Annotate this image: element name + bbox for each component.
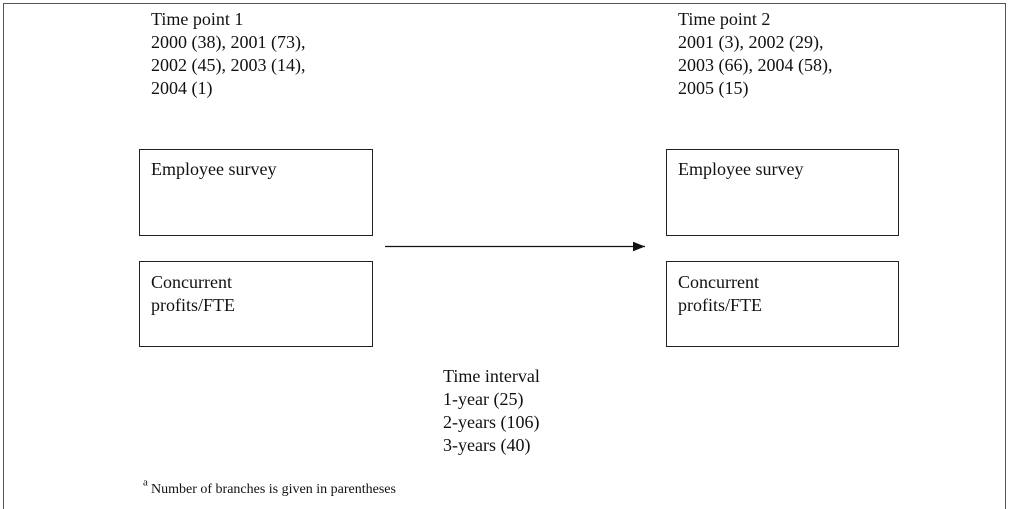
time-point-2-line: 2003 (66), 2004 (58),	[678, 55, 832, 76]
time-point-1-line: 2000 (38), 2001 (73),	[151, 32, 305, 53]
time-interval-line: 2-years (106)	[443, 412, 539, 433]
time-point-1-line: 2002 (45), 2003 (14),	[151, 55, 305, 76]
time-interval-line: 3-years (40)	[443, 435, 530, 456]
box-label: Employee survey	[678, 159, 803, 179]
box-label: Concurrent	[151, 272, 232, 292]
time-point-2-line: 2005 (15)	[678, 78, 749, 99]
frame	[3, 3, 1006, 509]
box-label: profits/FTE	[151, 295, 235, 315]
time-point-1-title: Time point 1	[151, 9, 243, 29]
time-interval-line: 1-year (25)	[443, 389, 523, 410]
box	[139, 149, 373, 236]
box-label: profits/FTE	[678, 295, 762, 315]
box-label: Employee survey	[151, 159, 276, 179]
box	[666, 261, 899, 347]
footnote: Number of branches is given in parenthes…	[151, 482, 396, 497]
time-point-2-title: Time point 2	[678, 9, 770, 29]
box	[666, 149, 899, 236]
time-point-2-line: 2001 (3), 2002 (29),	[678, 32, 823, 53]
time-interval-title: Time interval	[443, 366, 540, 386]
time-point-1-line: 2004 (1)	[151, 78, 213, 99]
box	[139, 261, 373, 347]
box-label: Concurrent	[678, 272, 759, 292]
footnote-marker: a	[143, 477, 148, 489]
